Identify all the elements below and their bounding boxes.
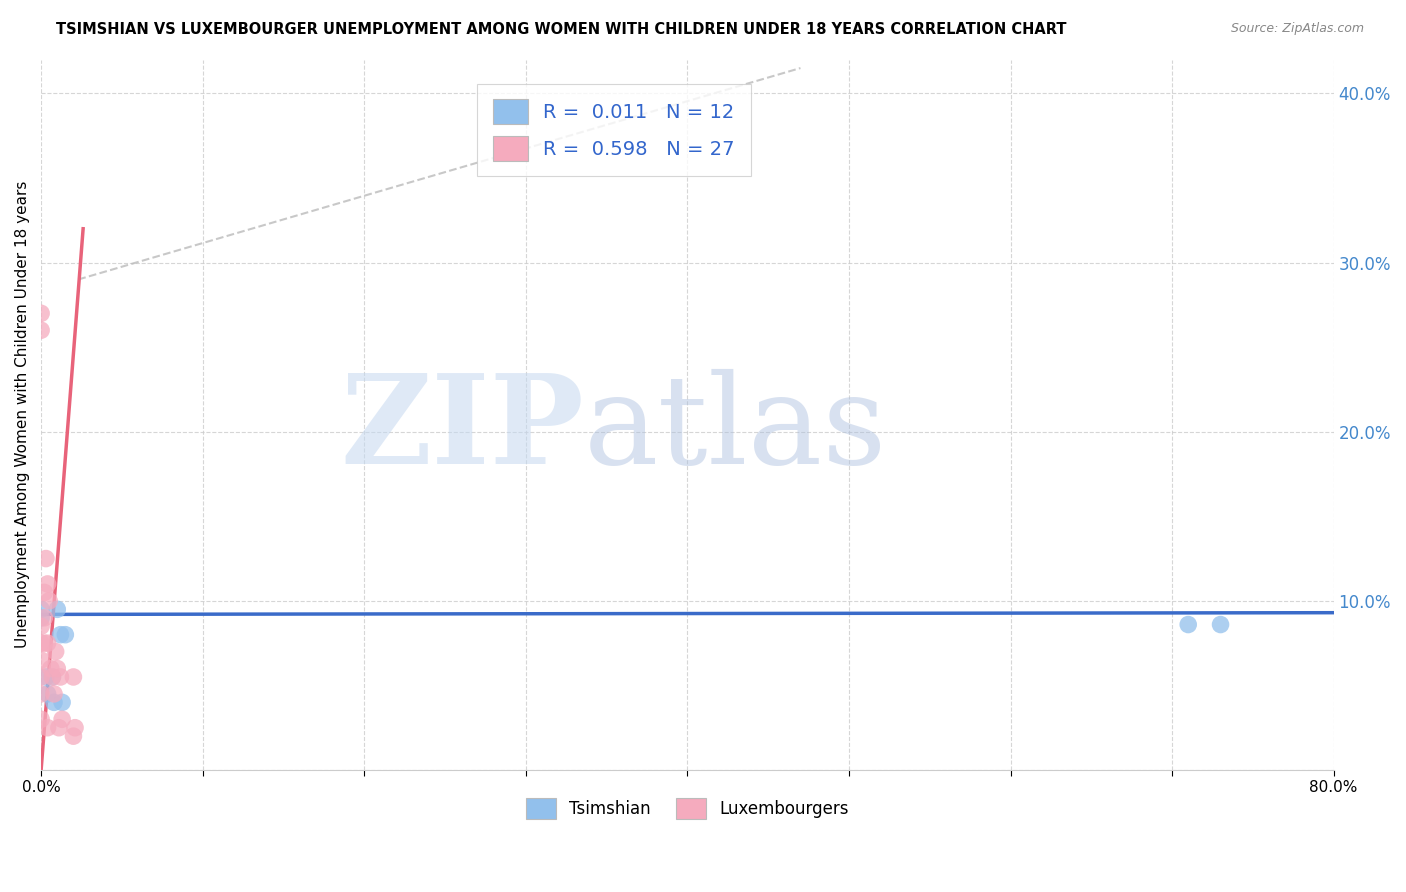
Point — [42, 695, 65, 709]
Text: TSIMSHIAN VS LUXEMBOURGER UNEMPLOYMENT AMONG WOMEN WITH CHILDREN UNDER 18 YEARS : TSIMSHIAN VS LUXEMBOURGER UNEMPLOYMENT A… — [56, 22, 1067, 37]
Y-axis label: Unemployment Among Women with Children Under 18 years: Unemployment Among Women with Children U… — [15, 181, 30, 648]
Point — [30, 306, 52, 320]
Point — [35, 551, 58, 566]
Point — [49, 628, 72, 642]
Point — [34, 585, 56, 599]
Point — [30, 611, 52, 625]
Point — [46, 661, 69, 675]
Point — [38, 594, 60, 608]
Point — [37, 636, 59, 650]
Point — [30, 670, 52, 684]
Point — [51, 712, 73, 726]
Point — [1209, 617, 1232, 632]
Point — [63, 721, 86, 735]
Point — [45, 644, 67, 658]
Legend: Tsimshian, Luxembourgers: Tsimshian, Luxembourgers — [519, 791, 855, 826]
Point — [62, 670, 84, 684]
Point — [30, 602, 52, 616]
Point — [35, 670, 58, 684]
Point — [41, 670, 63, 684]
Text: atlas: atlas — [583, 368, 887, 490]
Point — [34, 611, 56, 625]
Point — [30, 712, 52, 726]
Point — [39, 661, 62, 675]
Point — [37, 687, 59, 701]
Point — [51, 695, 73, 709]
Point — [62, 729, 84, 743]
Point — [53, 628, 76, 642]
Point — [49, 670, 72, 684]
Point — [37, 577, 59, 591]
Point — [37, 721, 59, 735]
Point — [30, 619, 52, 633]
Point — [30, 323, 52, 337]
Point — [41, 670, 63, 684]
Point — [30, 636, 52, 650]
Point — [42, 687, 65, 701]
Point — [48, 721, 70, 735]
Text: ZIP: ZIP — [340, 368, 583, 490]
Text: Source: ZipAtlas.com: Source: ZipAtlas.com — [1230, 22, 1364, 36]
Point — [30, 687, 52, 701]
Point — [46, 602, 69, 616]
Point — [30, 653, 52, 667]
Point — [34, 636, 56, 650]
Point — [1177, 617, 1199, 632]
